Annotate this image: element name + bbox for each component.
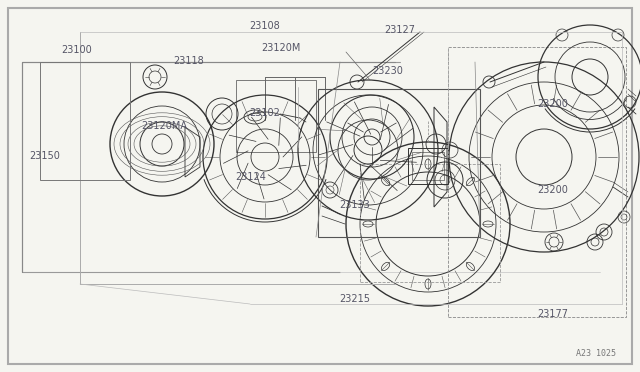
Bar <box>318 89 480 237</box>
Bar <box>408 148 448 184</box>
Text: 23102: 23102 <box>250 109 280 118</box>
Bar <box>236 80 316 152</box>
Text: 23150: 23150 <box>29 151 60 161</box>
Bar <box>40 62 130 180</box>
Text: 23215: 23215 <box>339 295 370 304</box>
Bar <box>412 152 444 180</box>
Text: 23124: 23124 <box>236 172 266 182</box>
Text: A23 1025: A23 1025 <box>576 349 616 358</box>
Bar <box>360 164 500 282</box>
Text: 23200: 23200 <box>538 99 568 109</box>
Text: 23120MA: 23120MA <box>141 122 187 131</box>
Text: 23118: 23118 <box>173 57 204 66</box>
Text: 23200: 23200 <box>538 185 568 195</box>
Text: 23230: 23230 <box>372 66 403 76</box>
Bar <box>448 47 626 317</box>
Text: 23127: 23127 <box>384 25 415 35</box>
Text: 23120M: 23120M <box>261 44 301 53</box>
Text: 23108: 23108 <box>250 21 280 31</box>
Text: 23100: 23100 <box>61 45 92 55</box>
Text: 23177: 23177 <box>538 310 568 319</box>
Text: 23133: 23133 <box>339 200 370 209</box>
